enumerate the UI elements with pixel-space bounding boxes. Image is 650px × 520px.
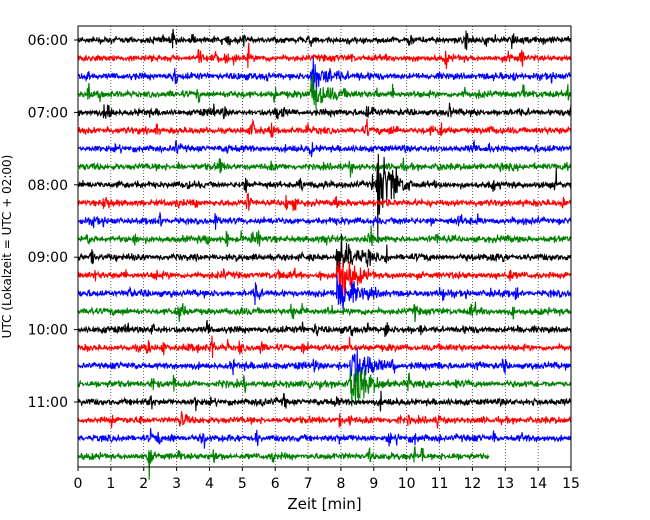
x-tick-label: 10 [398, 476, 416, 492]
x-tick-label: 7 [304, 476, 313, 492]
trace-row [77, 390, 572, 412]
trace-row [77, 233, 572, 270]
y-tick-label: 07:00 [28, 105, 68, 121]
trace-row [77, 411, 572, 429]
trace-row [77, 28, 572, 51]
trace-row [77, 225, 572, 247]
trace-row [77, 212, 572, 230]
trace-row [77, 157, 572, 178]
trace-row [77, 274, 572, 309]
trace-row [77, 427, 572, 449]
trace-row [77, 335, 572, 359]
trace-row [77, 261, 571, 296]
trace-row [77, 118, 572, 138]
trace-row [77, 301, 572, 323]
x-tick-label: 9 [369, 476, 378, 492]
y-tick-label: 06:00 [28, 33, 68, 49]
x-tick-label: 4 [205, 476, 214, 492]
y-axis-title: UTC (Lokalzeit = UTC + 02:00) [0, 155, 14, 339]
trace-row [77, 367, 572, 407]
trace-row [77, 139, 572, 158]
trace-row [77, 348, 572, 384]
x-tick-label: 3 [172, 476, 181, 492]
y-tick-label: 08:00 [28, 178, 68, 194]
trace-row [77, 57, 572, 97]
x-tick-label: 5 [238, 476, 247, 492]
seismic-traces [77, 28, 572, 480]
trace-row [77, 192, 572, 212]
x-axis-title: Zeit [min] [287, 495, 361, 513]
y-axis-ticks: 06:00 07:00 08:00 09:00 10:00 11:00 [28, 33, 78, 411]
x-tick-label: 15 [562, 476, 580, 492]
trace-row [77, 73, 572, 109]
x-tick-label: 1 [106, 476, 115, 492]
y-tick-label: 09:00 [28, 250, 68, 266]
y-tick-label: 10:00 [28, 323, 68, 339]
x-axis-ticks: 0 1 2 3 4 5 6 7 8 9 10 11 12 13 14 15 [74, 467, 580, 492]
x-tick-label: 11 [431, 476, 449, 492]
x-tick-label: 8 [336, 476, 345, 492]
trace-row [77, 446, 490, 480]
x-tick-label: 13 [496, 476, 514, 492]
trace-row [77, 153, 572, 240]
plot-frame [77, 25, 572, 468]
y-tick-label: 11:00 [28, 395, 68, 411]
trace-row [77, 102, 572, 120]
x-tick-label: 6 [271, 476, 280, 492]
trace-row [77, 319, 572, 338]
x-tick-label: 0 [74, 476, 83, 492]
x-tick-label: 14 [529, 476, 547, 492]
x-tick-label: 2 [139, 476, 148, 492]
trace-row [77, 42, 572, 69]
x-tick-label: 12 [463, 476, 481, 492]
